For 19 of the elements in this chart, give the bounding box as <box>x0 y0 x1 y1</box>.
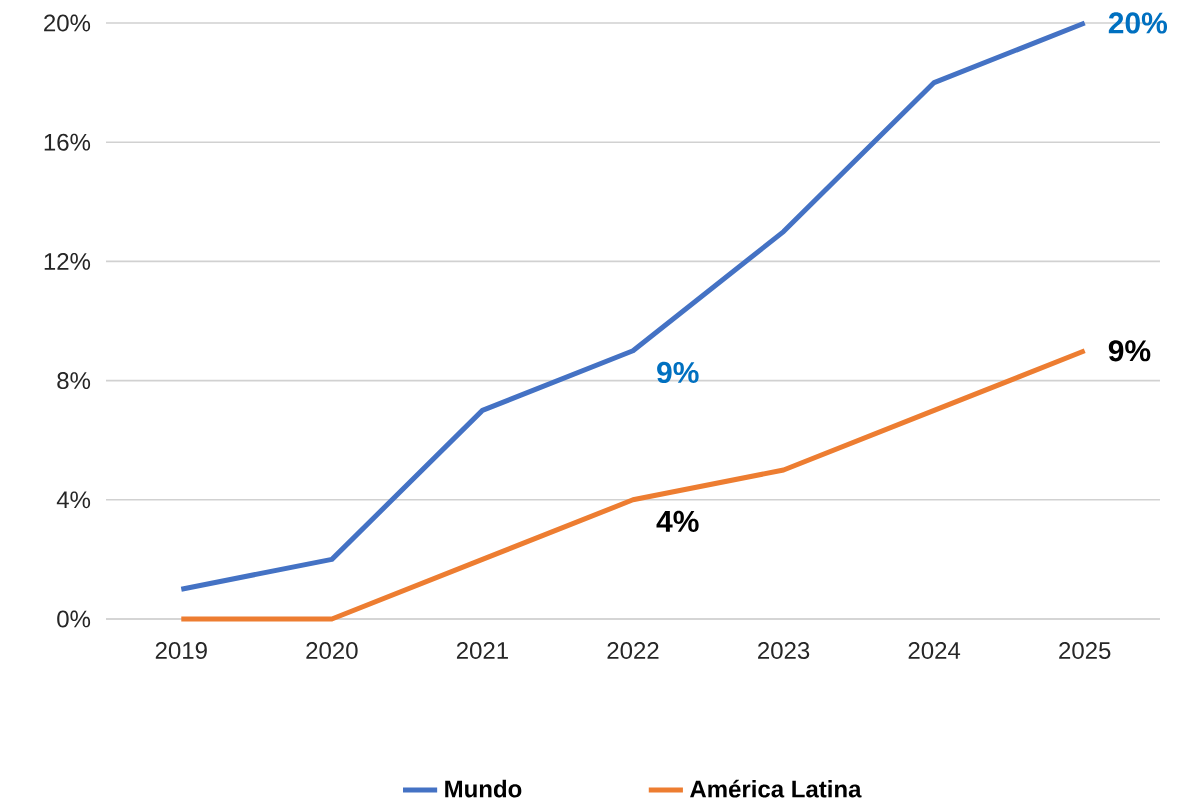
y-tick-label: 4% <box>56 491 91 509</box>
y-tick-label: 0% <box>57 610 91 628</box>
data-label: 20% <box>1108 12 1168 34</box>
x-tick-label: 2019 <box>155 642 207 660</box>
legend-label: Mundo <box>445 779 522 798</box>
x-tick-label: 2020 <box>306 642 358 660</box>
x-tick-label: 2021 <box>456 642 508 660</box>
x-tick-label: 2023 <box>758 642 810 660</box>
data-label: 9% <box>657 361 699 384</box>
data-label: 9% <box>1108 340 1151 362</box>
legend-label: América Latina <box>690 779 862 798</box>
y-tick-label: 8% <box>57 372 91 390</box>
y-tick-label: 20% <box>44 14 91 32</box>
y-tick-label: 16% <box>44 133 91 151</box>
y-tick-label: 12% <box>44 252 91 270</box>
x-tick-label: 2024 <box>908 642 961 660</box>
x-tick-label: 2022 <box>607 642 659 660</box>
x-tick-label: 2025 <box>1059 642 1111 660</box>
data-label: 4% <box>656 510 699 532</box>
